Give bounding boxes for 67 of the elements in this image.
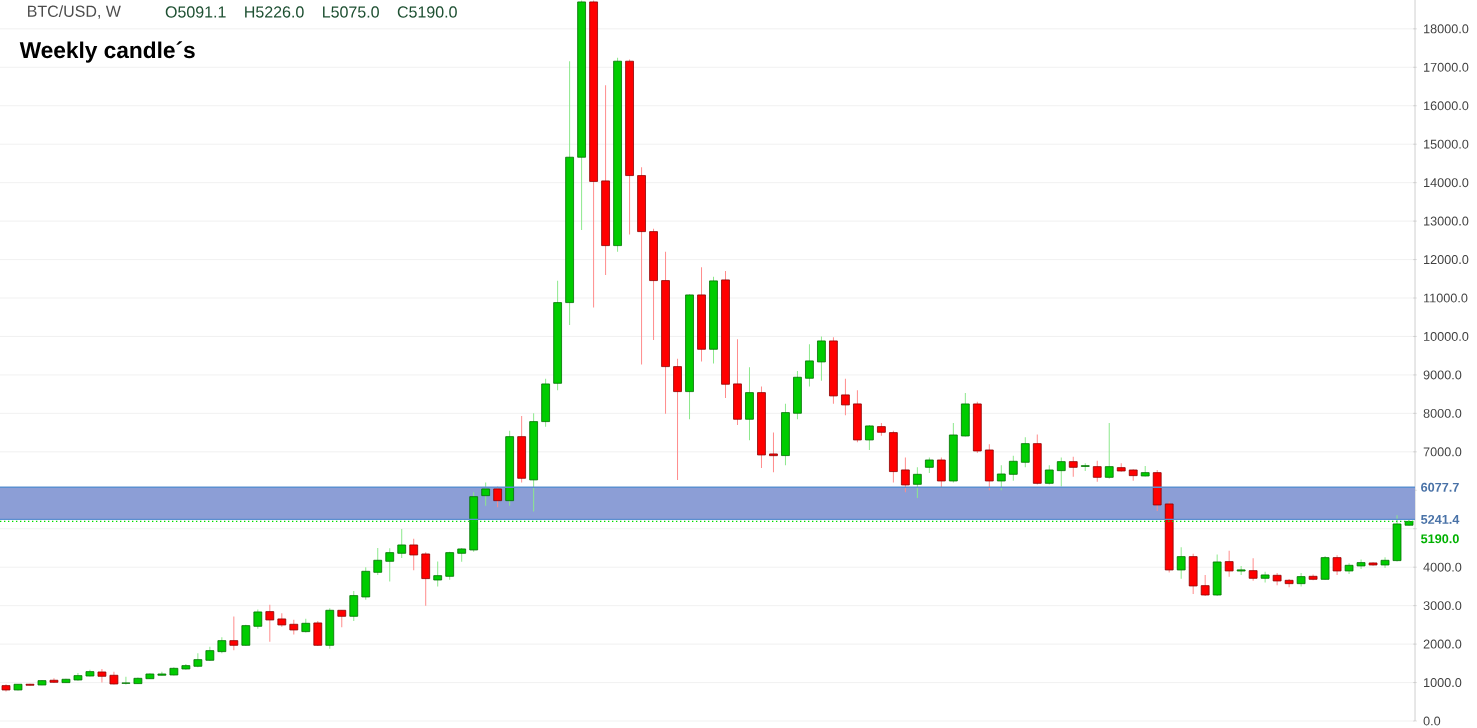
candlestick	[769, 432, 778, 473]
candlestick	[936, 457, 946, 489]
candlestick	[1056, 457, 1066, 487]
y-tick-label: 2000.0	[1423, 639, 1462, 649]
y-tick-label: 13000.0	[1424, 216, 1469, 226]
text: Weekly candle´s	[19, 41, 195, 63]
y-tick-label: 1000.0	[1424, 678, 1462, 688]
candlestick	[1356, 559, 1366, 570]
annotation: H5226.0	[245, 6, 304, 18]
y-tick-label: 14000.0	[1424, 178, 1469, 188]
candlestick	[1020, 436, 1030, 468]
ref-line-label: 5190.0	[1421, 534, 1459, 544]
candlestick	[1260, 571, 1270, 584]
candlestick	[493, 485, 503, 508]
candlestick	[373, 547, 383, 576]
candlestick	[1008, 455, 1018, 482]
candlestick	[805, 343, 814, 387]
candlestick	[1320, 555, 1330, 581]
y-tick-label: 10000.0	[1424, 331, 1469, 341]
candlestick	[1236, 565, 1246, 576]
y-tick-label: 18000.0	[1424, 24, 1469, 34]
candlestick	[1044, 464, 1054, 486]
candlestick	[1380, 556, 1390, 569]
candlestick	[1332, 554, 1342, 576]
candlestick	[841, 378, 850, 416]
candlestick	[97, 668, 107, 684]
ref-line-label: 6077.7	[1421, 482, 1459, 492]
candlestick	[901, 457, 910, 493]
candlestick	[817, 335, 826, 382]
candlestick	[1224, 550, 1234, 578]
y-tick-label: 17000.0	[1424, 62, 1469, 72]
candlestick	[1176, 546, 1186, 580]
candlestick	[433, 560, 443, 587]
candlestick	[445, 551, 455, 581]
candlestick	[349, 590, 359, 622]
y-tick-label: 12000.0	[1424, 255, 1469, 265]
candlestick	[1284, 578, 1294, 588]
y-tick-label: 15000.0	[1424, 139, 1469, 149]
candlestick	[1068, 456, 1078, 478]
candlestick	[253, 608, 263, 630]
y-tick-label: 7000.0	[1423, 447, 1462, 457]
candlestick	[409, 538, 419, 571]
y-tick-label: 4000.0	[1423, 562, 1462, 572]
candlestick	[229, 615, 239, 651]
candlestick	[1248, 557, 1258, 582]
y-tick-label: 11000.0	[1424, 293, 1468, 303]
annotation: O5091.1	[165, 6, 226, 18]
annotation: C5190.0	[397, 6, 457, 18]
chart-subtitle: BTC/USD, W	[28, 5, 121, 19]
y-tick-label: 3000.0	[1423, 601, 1462, 611]
candlestick	[1104, 422, 1114, 480]
candlestick	[1092, 460, 1102, 483]
candlestick	[913, 466, 922, 499]
candlestick	[121, 676, 131, 685]
y-tick-label: 0.0	[1423, 716, 1441, 726]
candlestick	[865, 424, 874, 451]
candlestick	[313, 620, 323, 647]
ref-line-label: 5241.4	[1421, 514, 1460, 524]
y-tick-label: 9000.0	[1423, 370, 1462, 380]
annotation: L5075.0	[323, 6, 379, 18]
candlestick	[996, 464, 1006, 491]
candlestick	[265, 604, 275, 643]
candlestick	[481, 482, 491, 507]
y-tick-label: 16000.0	[1424, 101, 1469, 111]
y-tick-label: 8000.0	[1423, 408, 1462, 418]
candlestick	[397, 528, 407, 559]
candlestick	[385, 547, 395, 582]
